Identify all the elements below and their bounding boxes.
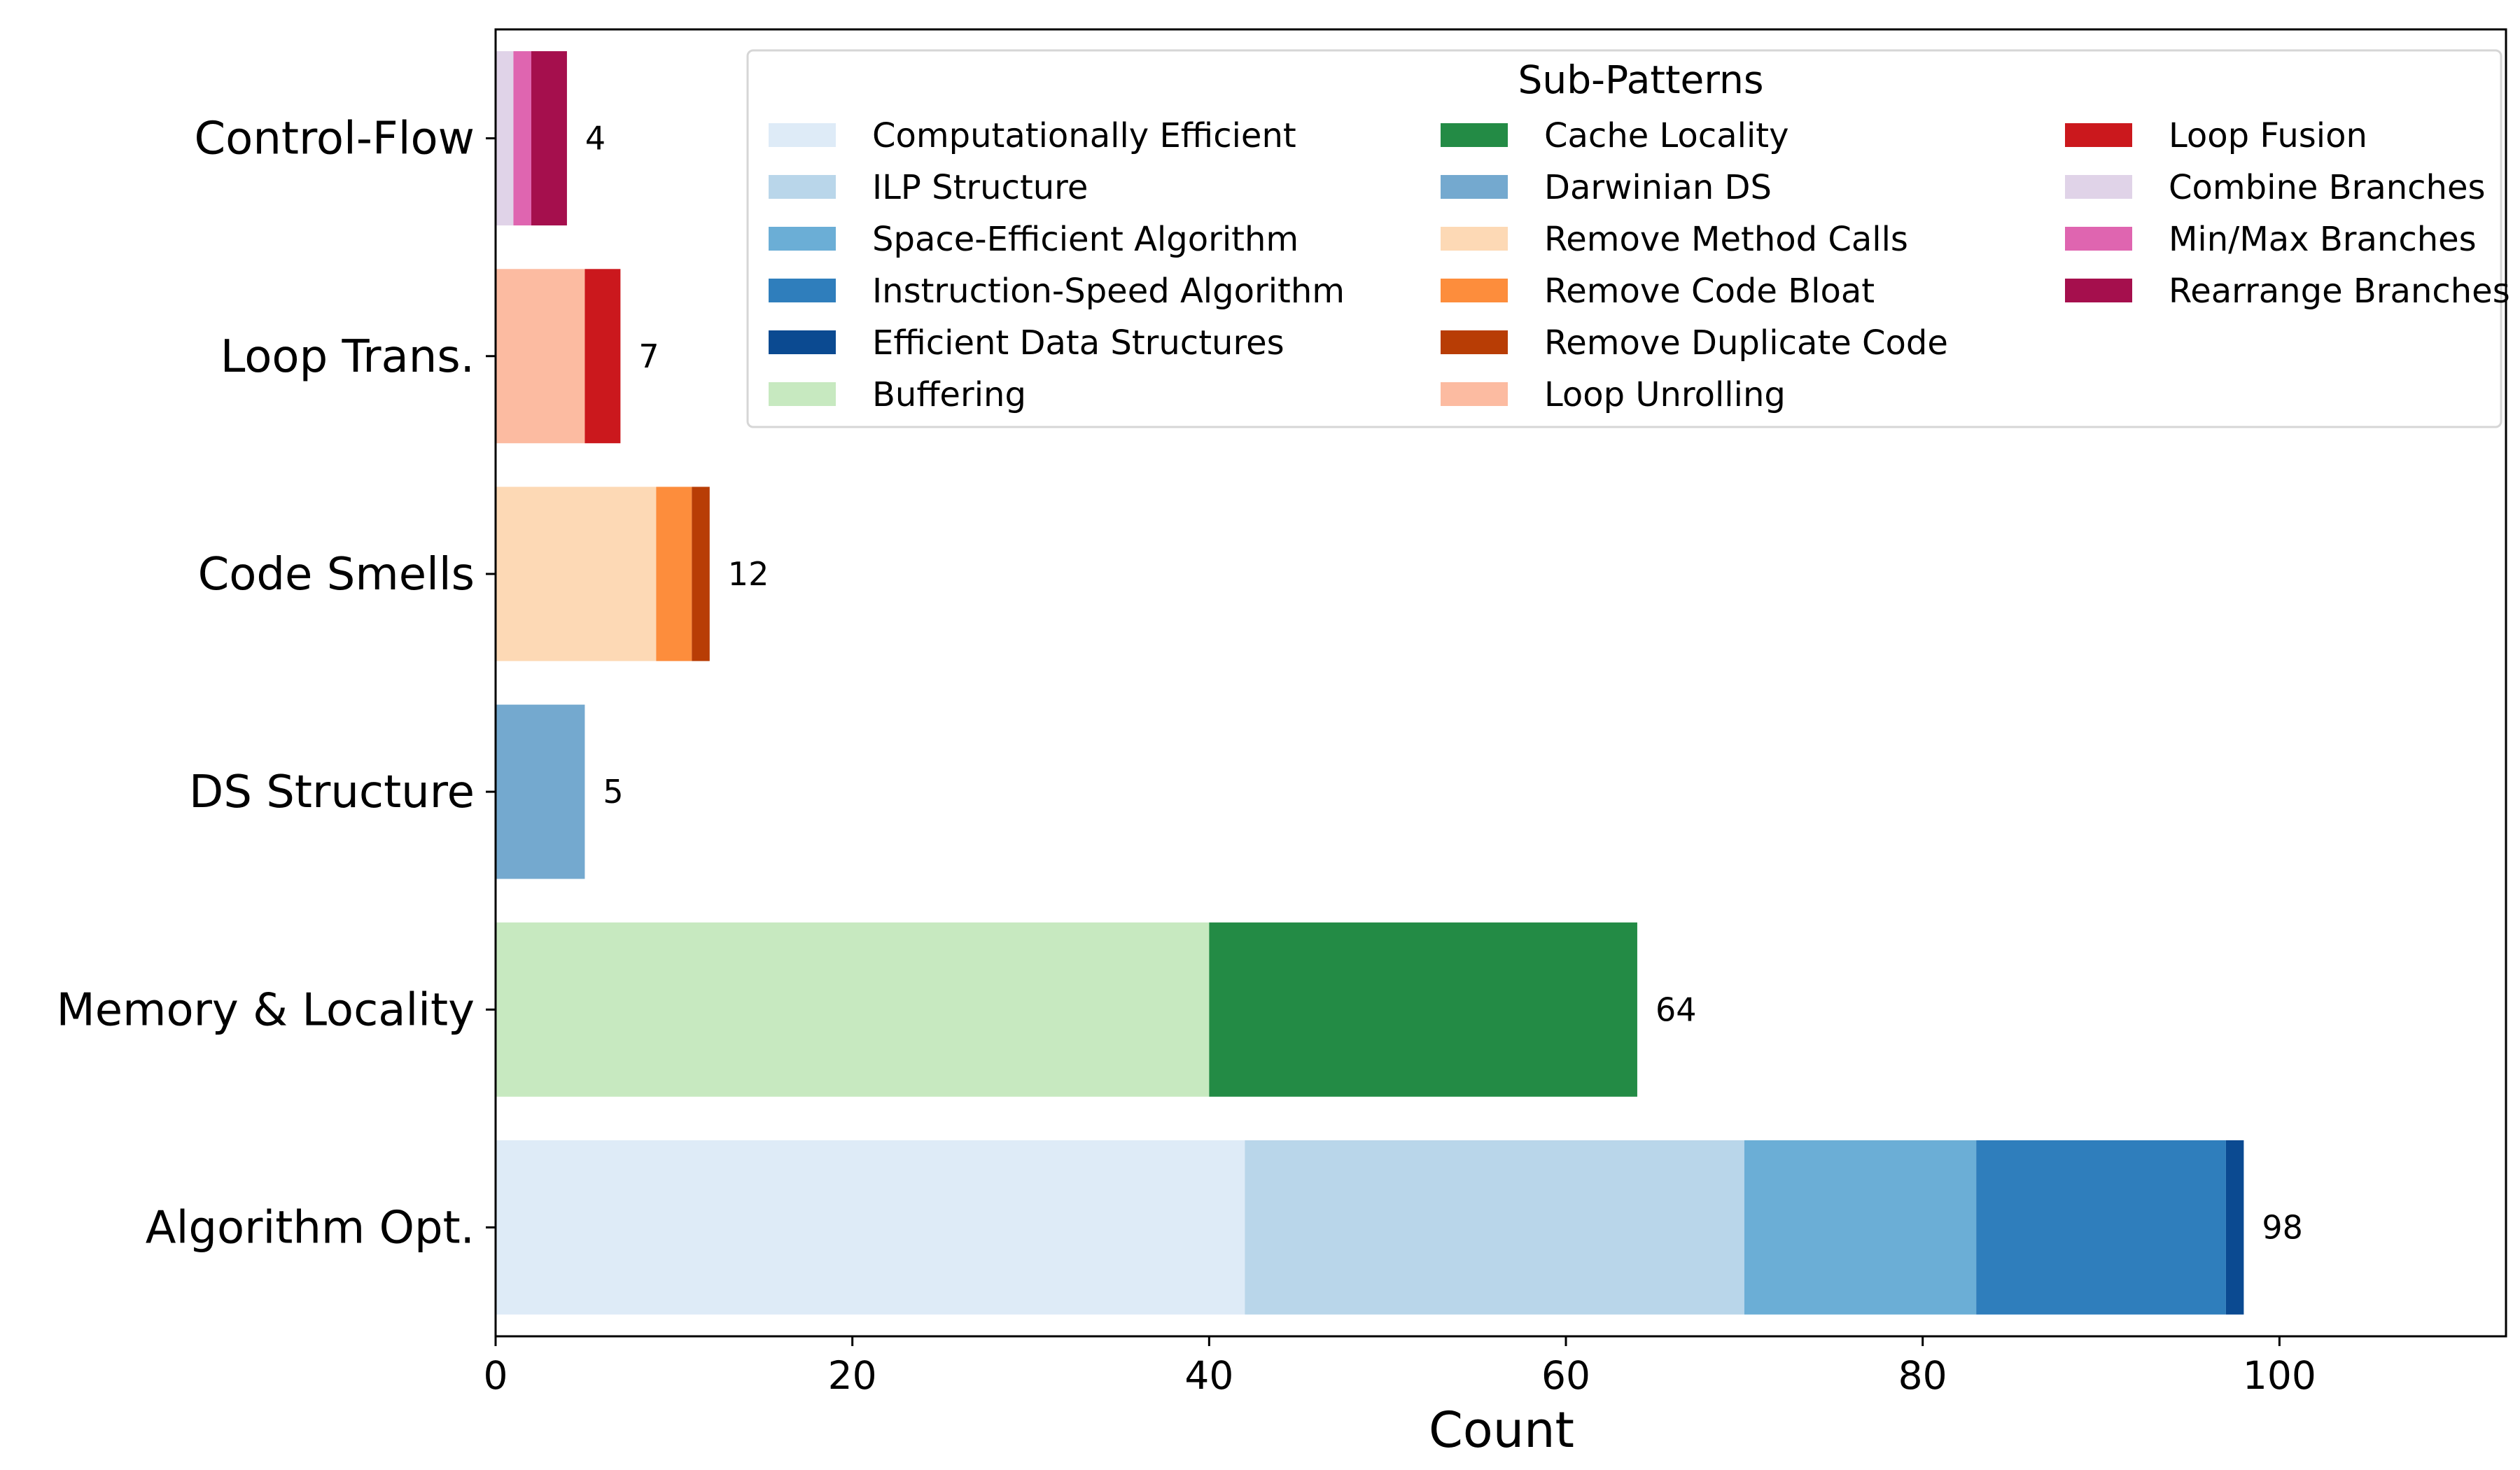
total-label: 7: [638, 337, 659, 375]
legend-label: Space-Efficient Algorithm: [872, 220, 1298, 259]
legend-swatch: [1441, 175, 1508, 199]
legend-label: Combine Branches: [2169, 168, 2486, 207]
total-label: 4: [585, 120, 606, 158]
legend-label: Loop Fusion: [2169, 116, 2367, 155]
total-label: 98: [2262, 1208, 2303, 1246]
bars-layer: [496, 51, 2244, 1315]
bar-segment: [656, 486, 692, 662]
bar-segment: [496, 486, 657, 662]
bar-segment: [513, 51, 531, 226]
legend-swatch: [769, 123, 836, 147]
total-label: 5: [603, 773, 623, 811]
x-tick-label: 20: [828, 1353, 877, 1398]
legend-label: Remove Method Calls: [1544, 220, 1908, 259]
bar-segment: [496, 704, 585, 879]
legend-swatch: [769, 330, 836, 354]
legend-label: Loop Unrolling: [1544, 375, 1786, 414]
x-tick-label: 100: [2243, 1353, 2316, 1398]
legend-frame: [746, 49, 2502, 428]
axes: Algorithm Opt. Memory & Locality DS Struct…: [57, 113, 2316, 1398]
legend-swatch: [1441, 382, 1508, 406]
bar-segment: [1976, 1140, 2226, 1315]
bar-segment: [496, 269, 585, 444]
legend-swatch: [2065, 123, 2132, 147]
legend-label: Buffering: [872, 375, 1026, 414]
legend-label: Efficient Data Structures: [872, 323, 1284, 363]
legend-label: Instruction-Speed Algorithm: [872, 272, 1345, 311]
legend-swatch: [769, 175, 836, 199]
legend-swatch: [1441, 123, 1508, 147]
total-label: 64: [1656, 990, 1697, 1028]
y-tick-label: Loop Trans.: [220, 331, 475, 383]
bar-segment: [2225, 1140, 2244, 1315]
legend-swatch: [1441, 330, 1508, 354]
legend-title: Sub-Patterns: [1518, 57, 1763, 102]
x-axis-title: Count: [1429, 1401, 1574, 1459]
legend-label: Darwinian DS: [1544, 168, 1772, 207]
legend-swatch: [2065, 227, 2132, 251]
legend-swatch: [1441, 279, 1508, 302]
bar-segment: [531, 51, 567, 226]
bar-segment: [496, 922, 1210, 1097]
total-label: 12: [728, 555, 769, 593]
x-tick-label: 0: [484, 1353, 508, 1398]
legend-label: Cache Locality: [1544, 116, 1789, 155]
y-tick-label: Algorithm Opt.: [146, 1202, 475, 1254]
bar-segment: [692, 486, 710, 662]
bar-segment: [496, 1140, 1245, 1315]
x-tick-label: 40: [1184, 1353, 1233, 1398]
bar-segment: [584, 269, 621, 444]
bar-segment: [496, 51, 514, 226]
legend-label: ILP Structure: [872, 168, 1088, 207]
legend-swatch: [769, 382, 836, 406]
x-tick-label: 60: [1541, 1353, 1590, 1398]
bar-segment: [1209, 922, 1637, 1097]
legend: Sub-Patterns Computationally Efficient IL…: [746, 49, 2510, 428]
legend-swatch: [1441, 227, 1508, 251]
y-tick-label: Code Smells: [198, 549, 475, 601]
y-tick-label: DS Structure: [189, 766, 475, 818]
legend-label: Min/Max Branches: [2169, 220, 2477, 259]
legend-label: Remove Code Bloat: [1544, 272, 1875, 311]
legend-swatch: [2065, 175, 2132, 199]
legend-label: Rearrange Branches: [2169, 272, 2510, 311]
legend-label: Computationally Efficient: [872, 116, 1296, 155]
bar-segment: [1744, 1140, 1977, 1315]
x-tick-label: 80: [1898, 1353, 1947, 1398]
plot-frame: [494, 28, 2507, 1338]
y-tick-label: Memory & Locality: [57, 984, 475, 1036]
legend-swatch: [769, 227, 836, 251]
legend-swatch: [2065, 279, 2132, 302]
legend-swatch: [769, 279, 836, 302]
bar-segment: [1245, 1140, 1744, 1315]
y-tick-label: Control-Flow: [194, 113, 475, 165]
legend-label: Remove Duplicate Code: [1544, 323, 1948, 363]
total-labels: 98 64 5 12 7 4: [585, 120, 2303, 1247]
